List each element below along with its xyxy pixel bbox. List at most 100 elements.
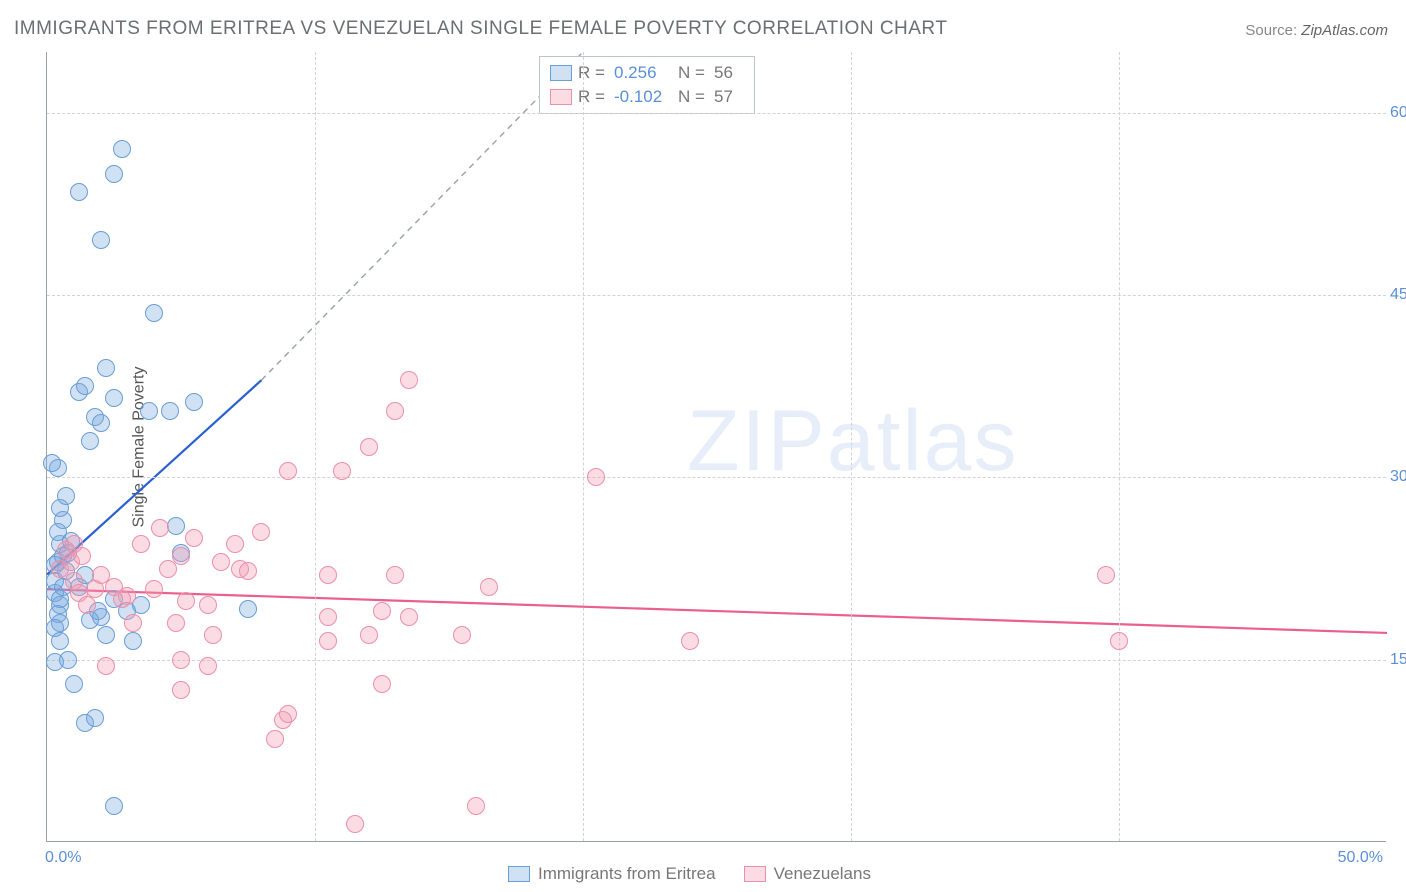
legend-swatch: [550, 65, 572, 81]
data-point: [51, 632, 69, 650]
n-label: N =: [678, 63, 708, 83]
data-point: [1110, 632, 1128, 650]
data-point: [346, 815, 364, 833]
legend-row: R =-0.102N =57: [550, 85, 744, 109]
y-tick-label: 30.0%: [1390, 468, 1406, 486]
n-value: 57: [714, 87, 744, 107]
data-point: [113, 140, 131, 158]
series-legend: Immigrants from EritreaVenezuelans: [508, 864, 871, 884]
data-point: [59, 651, 77, 669]
data-point: [172, 651, 190, 669]
data-point: [92, 414, 110, 432]
gridline-h: [47, 660, 1386, 661]
series-name: Immigrants from Eritrea: [538, 864, 716, 884]
data-point: [97, 657, 115, 675]
gridline-h: [47, 295, 1386, 296]
data-point: [185, 393, 203, 411]
gridline-h: [47, 477, 1386, 478]
data-point: [480, 578, 498, 596]
data-point: [185, 529, 203, 547]
data-point: [43, 454, 61, 472]
y-axis-label: Single Female Poverty: [130, 366, 148, 527]
data-point: [467, 797, 485, 815]
n-label: N =: [678, 87, 708, 107]
data-point: [105, 797, 123, 815]
data-point: [65, 675, 83, 693]
data-point: [151, 519, 169, 537]
data-point: [319, 566, 337, 584]
data-point: [145, 304, 163, 322]
data-point: [57, 487, 75, 505]
correlation-legend: R =0.256N =56R =-0.102N =57: [539, 56, 755, 114]
y-tick-label: 60.0%: [1390, 104, 1406, 122]
data-point: [226, 535, 244, 553]
plot-area: Single Female Poverty ZIPatlas R =0.256N…: [46, 52, 1386, 842]
gridline-h: [47, 113, 1386, 114]
data-point: [319, 632, 337, 650]
data-point: [239, 600, 257, 618]
source-attribution: Source: ZipAtlas.com: [1245, 22, 1388, 39]
data-point: [105, 389, 123, 407]
gridline-v: [583, 52, 584, 841]
data-point: [70, 183, 88, 201]
data-point: [266, 730, 284, 748]
watermark-bold: ZIP: [687, 393, 827, 489]
trend-lines: [47, 52, 1387, 842]
data-point: [145, 580, 163, 598]
data-point: [373, 602, 391, 620]
gridline-v: [851, 52, 852, 841]
data-point: [212, 553, 230, 571]
data-point: [319, 608, 337, 626]
chart-title: IMMIGRANTS FROM ERITREA VS VENEZUELAN SI…: [14, 18, 947, 40]
gridline-v: [1119, 52, 1120, 841]
data-point: [386, 566, 404, 584]
data-point: [81, 432, 99, 450]
data-point: [78, 596, 96, 614]
source-label: Source:: [1245, 22, 1297, 39]
data-point: [360, 438, 378, 456]
watermark-thin: atlas: [827, 393, 1019, 489]
data-point: [199, 657, 217, 675]
data-point: [113, 590, 131, 608]
data-point: [105, 165, 123, 183]
data-point: [204, 626, 222, 644]
data-point: [172, 681, 190, 699]
data-point: [239, 562, 257, 580]
data-point: [360, 626, 378, 644]
data-point: [167, 517, 185, 535]
x-tick-label: 0.0%: [45, 849, 81, 867]
series-legend-item: Immigrants from Eritrea: [508, 864, 716, 884]
y-tick-label: 45.0%: [1390, 286, 1406, 304]
data-point: [333, 462, 351, 480]
source-value: ZipAtlas.com: [1301, 22, 1388, 39]
data-point: [252, 523, 270, 541]
data-point: [92, 231, 110, 249]
x-tick-label: 50.0%: [1338, 849, 1383, 867]
data-point: [172, 547, 190, 565]
data-point: [132, 535, 150, 553]
data-point: [1097, 566, 1115, 584]
data-point: [177, 592, 195, 610]
y-tick-label: 15.0%: [1390, 651, 1406, 669]
data-point: [124, 632, 142, 650]
data-point: [97, 359, 115, 377]
legend-row: R =0.256N =56: [550, 61, 744, 85]
gridline-v: [315, 52, 316, 841]
data-point: [124, 614, 142, 632]
data-point: [86, 709, 104, 727]
data-point: [453, 626, 471, 644]
data-point: [386, 402, 404, 420]
data-point: [140, 402, 158, 420]
data-point: [73, 547, 91, 565]
data-point: [681, 632, 699, 650]
data-point: [400, 371, 418, 389]
data-point: [199, 596, 217, 614]
data-point: [373, 675, 391, 693]
data-point: [279, 462, 297, 480]
n-value: 56: [714, 63, 744, 83]
data-point: [167, 614, 185, 632]
data-point: [161, 402, 179, 420]
legend-swatch: [744, 866, 766, 882]
data-point: [400, 608, 418, 626]
legend-swatch: [508, 866, 530, 882]
